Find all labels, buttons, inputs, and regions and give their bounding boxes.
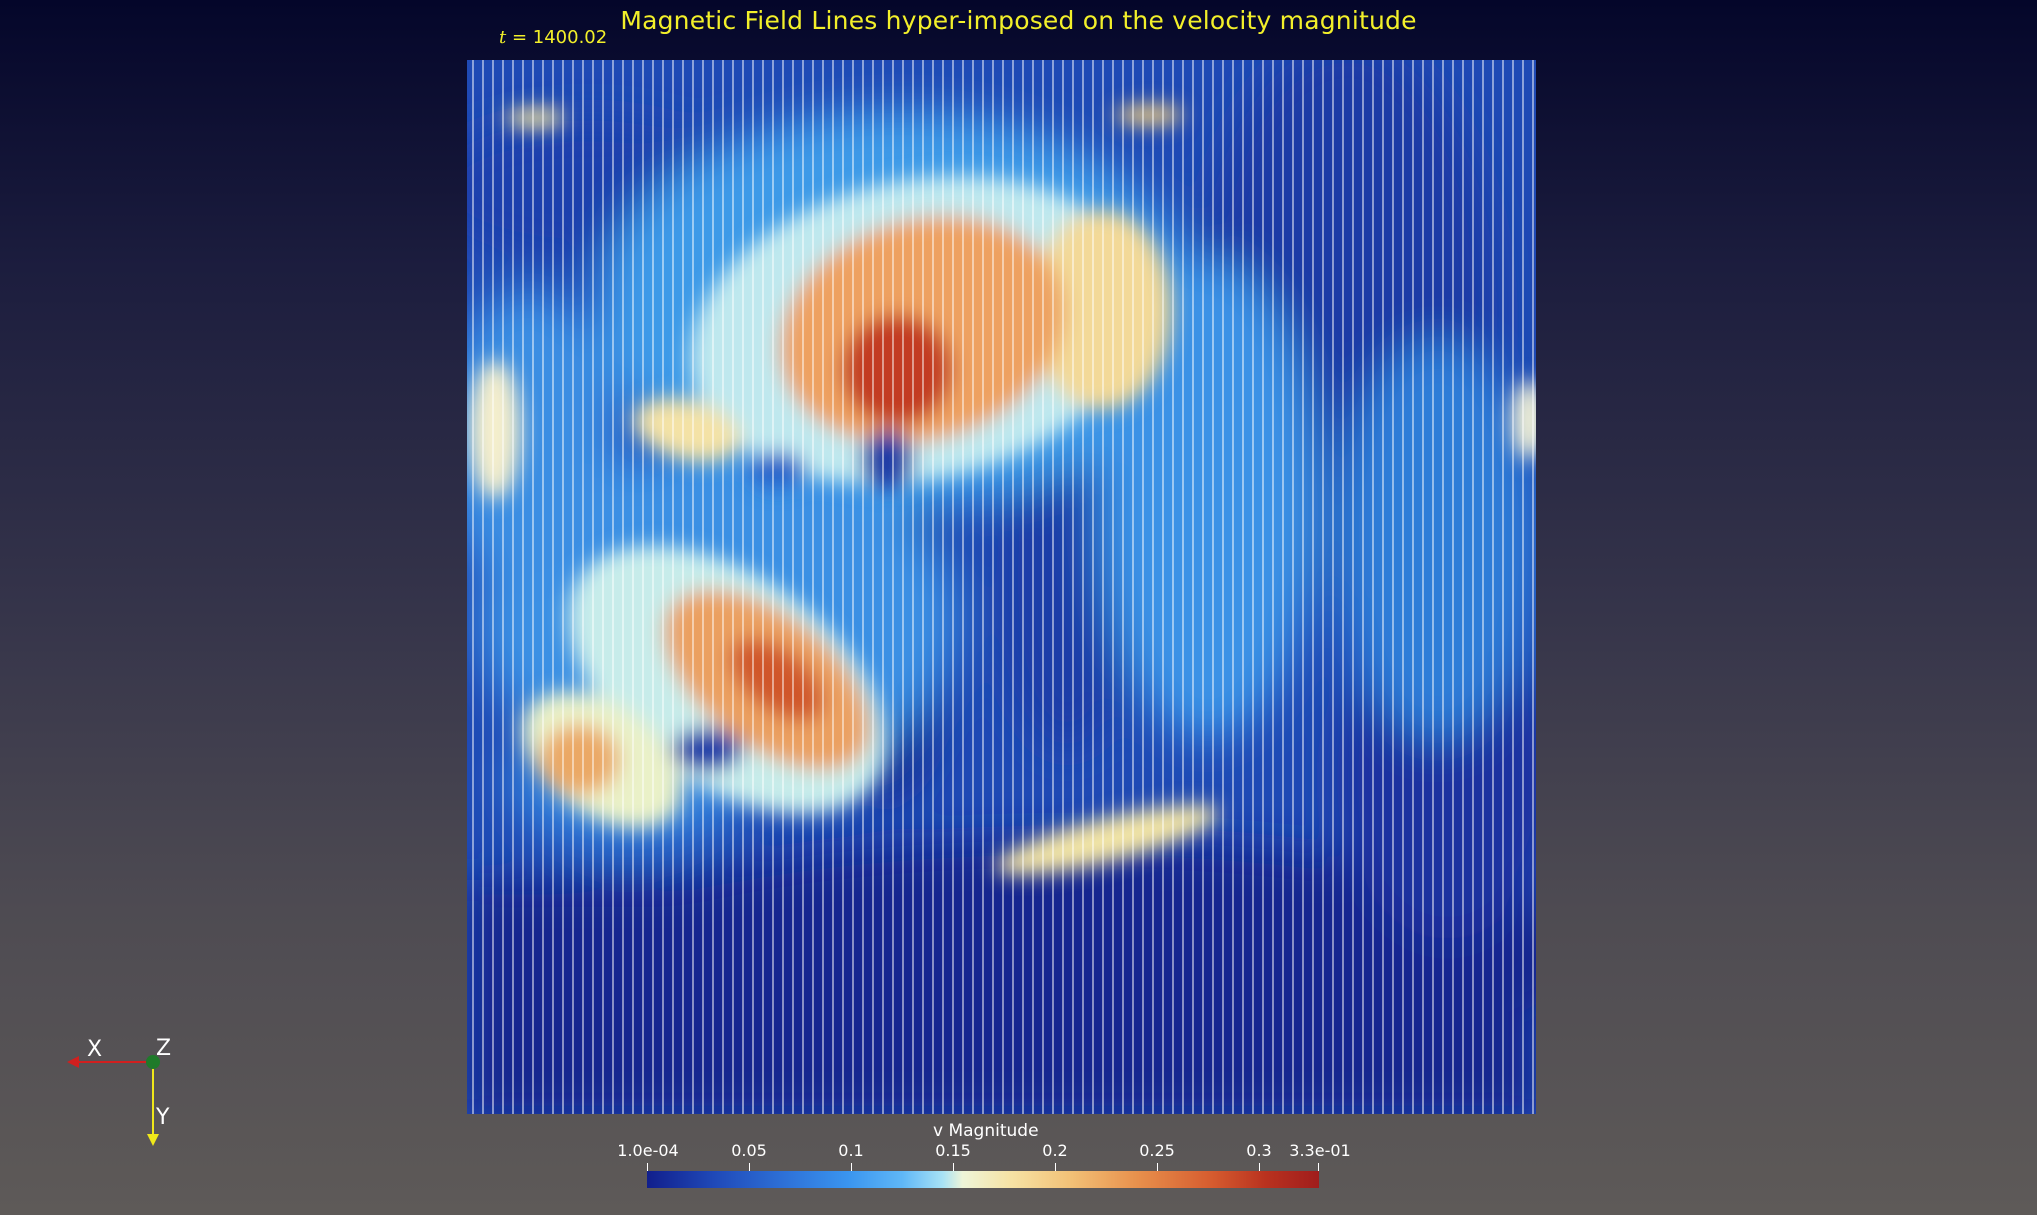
render-view[interactable] [467, 60, 1536, 1114]
colorbar-label: 0.05 [731, 1141, 767, 1160]
time-symbol: t [499, 27, 507, 48]
colorbar-tick [851, 1163, 852, 1172]
time-value: = 1400.02 [511, 27, 608, 48]
velocity-magnitude-field [467, 60, 1536, 1114]
colorbar-label: 0.1 [838, 1141, 864, 1160]
colorbar-tick [749, 1163, 750, 1172]
colorbar-label: 0.3 [1246, 1141, 1272, 1160]
colorbar-label: 0.15 [935, 1141, 971, 1160]
x-axis-arrow [67, 1056, 79, 1068]
colorbar-tick [953, 1163, 954, 1172]
colorbar-tick [1318, 1163, 1319, 1172]
orientation-axes: X Z Y [67, 1036, 171, 1146]
z-axis-dot [146, 1055, 160, 1069]
colorbar [647, 1171, 1319, 1188]
colorbar-label-max: 3.3e-01 [1289, 1141, 1351, 1160]
colorbar-label: 0.2 [1042, 1141, 1068, 1160]
x-axis-label: X [87, 1037, 102, 1062]
magnetic-field-lines [472, 60, 1534, 1114]
y-axis-label: Y [155, 1105, 170, 1130]
colorbar-label-min: 1.0e-04 [617, 1141, 679, 1160]
colorbar-title: v Magnitude [933, 1121, 1039, 1141]
colorbar-tick [1259, 1163, 1260, 1172]
z-axis-label: Z [156, 1036, 171, 1061]
time-annotation: t = 1400.02 [499, 27, 607, 48]
colorbar-label: 0.25 [1139, 1141, 1175, 1160]
y-axis-arrow [147, 1134, 159, 1146]
colorbar-tick [1055, 1163, 1056, 1172]
visualization-title: Magnetic Field Lines hyper-imposed on th… [620, 6, 1417, 35]
colorbar-tick [647, 1163, 648, 1172]
colorbar-tick [1157, 1163, 1158, 1172]
